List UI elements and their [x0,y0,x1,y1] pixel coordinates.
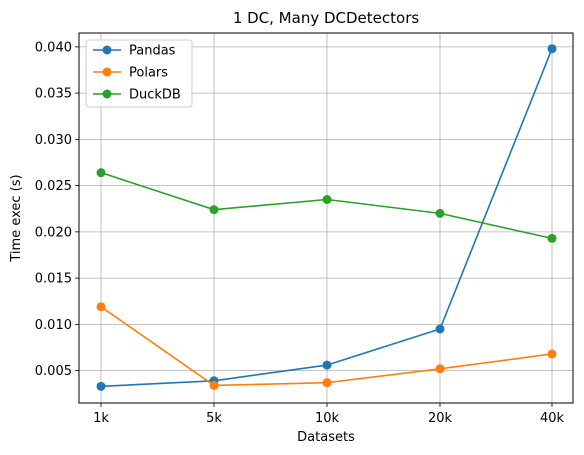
y-tick-label: 0.010 [35,318,72,333]
series-line-duckdb [100,171,553,240]
data-point-polars [435,364,445,374]
legend-marker [102,45,112,55]
data-series [96,44,557,391]
chart-title: 1 DC, Many DCDetectors [233,9,420,27]
data-point-polars [547,349,557,359]
data-point-duckdb [547,233,557,243]
legend-label: DuckDB [129,88,181,103]
data-point-polars [209,380,219,390]
data-point-duckdb [96,168,106,178]
data-point-pandas [322,360,332,370]
x-tick-label: 40k [540,411,565,426]
data-point-duckdb [209,205,219,215]
data-point-pandas [547,44,557,54]
legend: Pandas Polars DuckDB [85,39,193,108]
y-tick-label: 0.040 [35,40,72,55]
x-tick-label: 20k [428,411,453,426]
x-tick-label: 10k [315,411,340,426]
x-tick-label: 1k [93,411,109,426]
legend-box [85,39,193,108]
x-axis-label: Datasets [297,430,355,445]
y-tick-label: 0.035 [35,87,72,102]
plot-frame [78,32,574,404]
data-point-polars [96,302,106,312]
y-tick-label: 0.020 [35,225,72,240]
axis-ticks: 1k 5k 10k 20k 40k 0.005 0.010 0.015 0.020 0.025 0.… [35,40,565,426]
x-tick-label: 5k [206,411,222,426]
y-tick-label: 0.030 [35,133,72,148]
legend-marker [102,89,112,99]
y-tick-label: 0.005 [35,364,72,379]
y-tick-label: 0.015 [35,272,72,287]
series-line-polars [100,306,553,387]
legend-label: Pandas [129,44,176,59]
data-point-duckdb [435,208,445,218]
data-point-polars [322,378,332,388]
data-point-pandas [435,324,445,334]
legend-label: Polars [129,66,168,81]
y-tick-label: 0.025 [35,179,72,194]
data-point-pandas [96,381,106,391]
legend-marker [102,67,112,77]
data-point-duckdb [322,195,332,204]
y-axis-label: Time exec (s) [9,174,24,262]
